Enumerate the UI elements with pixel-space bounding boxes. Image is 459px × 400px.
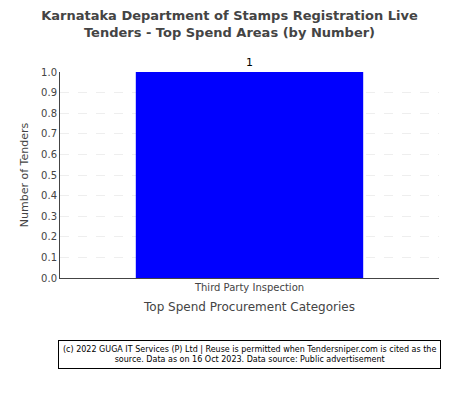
- svg-text:0.5: 0.5: [41, 170, 57, 181]
- svg-text:0.7: 0.7: [41, 128, 57, 139]
- svg-text:Top Spend Procurement Categori: Top Spend Procurement Categories: [143, 300, 355, 314]
- svg-text:0.9: 0.9: [41, 87, 57, 98]
- svg-text:Number of Tenders: Number of Tenders: [18, 123, 31, 228]
- svg-text:0.4: 0.4: [41, 190, 57, 201]
- svg-text:Third Party Inspection: Third Party Inspection: [194, 282, 304, 293]
- svg-text:0.0: 0.0: [41, 273, 57, 284]
- svg-text:0.3: 0.3: [41, 211, 57, 222]
- svg-text:0.8: 0.8: [41, 108, 57, 119]
- svg-text:Karnataka Department of Stamps: Karnataka Department of Stamps Registrat…: [41, 8, 418, 40]
- svg-text:0.1: 0.1: [41, 252, 57, 263]
- svg-text:(c) 2022 GUGA IT Services (P): (c) 2022 GUGA IT Services (P) Ltd | Reus…: [63, 345, 436, 364]
- svg-text:1: 1: [246, 56, 253, 69]
- svg-text:0.2: 0.2: [41, 231, 57, 242]
- svg-text:1.0: 1.0: [41, 67, 57, 78]
- svg-text:0.6: 0.6: [41, 149, 57, 160]
